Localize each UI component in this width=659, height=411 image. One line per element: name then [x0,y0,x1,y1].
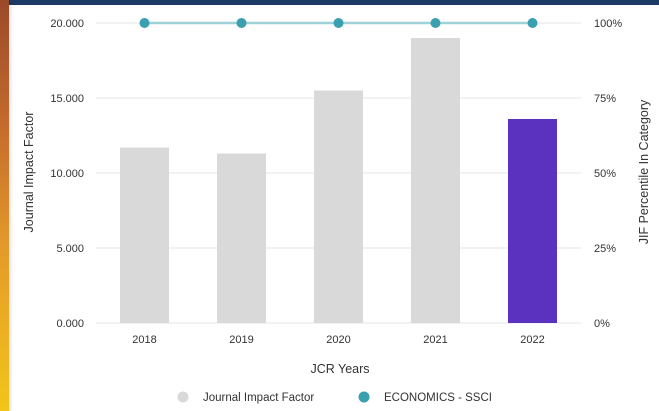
y-tick-label: 10.000 [50,168,84,180]
legend-swatch-economics-ssci [358,391,370,403]
y2-tick-label: 50% [594,168,616,180]
y-tick-label: 15.000 [50,93,84,105]
percentile-point-2018 [139,18,150,28]
bar-2021 [411,38,460,323]
top-border-band [0,0,659,5]
legend-label-economics-ssci: ECONOMICS - SSCI [384,392,492,404]
y2-tick-label: 100% [594,18,622,30]
y-tick-label: 5.000 [56,243,84,255]
y2-tick-label: 25% [594,243,616,255]
x-tick-label: 2018 [132,334,156,346]
x-axis-title: JCR Years [310,362,369,376]
x-tick-label: 2021 [423,334,447,346]
y-axis-title: Journal Impact Factor [22,112,36,233]
y2-tick-label: 0% [594,318,610,330]
percentile-point-2022 [527,18,538,28]
x-tick-label: 2019 [229,334,253,346]
bar-2020 [314,90,363,323]
left-axis-ticks: 0.000 5.000 10.000 15.000 20.000 [50,18,84,330]
legend-label-journal-impact-factor: Journal Impact Factor [203,392,314,404]
bar-2018 [120,147,169,323]
y2-tick-label: 75% [594,93,616,105]
bar-2022 [508,119,557,323]
y-tick-label: 20.000 [50,18,84,30]
percentile-point-2019 [236,18,247,28]
y2-axis-title: JIF Percentile In Category [637,99,651,244]
bar-2019 [217,153,266,323]
percentile-point-2021 [430,18,441,28]
bars [120,38,557,323]
y-tick-label: 0.000 [56,318,84,330]
x-tick-label: 2020 [326,334,350,346]
legend-swatch-journal-impact-factor [177,391,189,403]
percentile-line [139,18,538,28]
left-decorative-band [0,0,13,411]
x-tick-label: 2022 [520,334,544,346]
x-axis-ticks: 2018 2019 2020 2021 2022 [132,334,544,346]
right-axis-ticks: 0% 25% 50% 75% 100% [594,18,622,330]
legend: Journal Impact Factor ECONOMICS - SSCI [177,391,492,404]
percentile-point-2020 [333,18,344,28]
